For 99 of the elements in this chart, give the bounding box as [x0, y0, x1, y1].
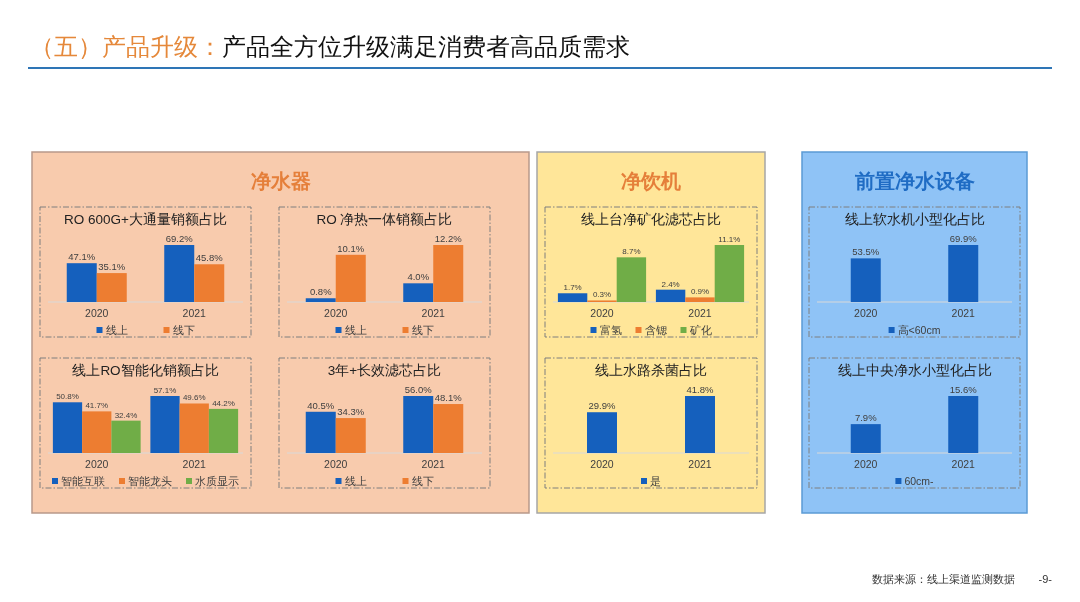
data-label: 11.1%: [718, 235, 741, 244]
text: （五）产品升级：: [30, 33, 222, 60]
data-label: 4.0%: [407, 271, 430, 283]
legend-label: 是: [650, 475, 661, 487]
bar: [655, 289, 686, 302]
legend-label: 水质显示: [195, 475, 239, 487]
x-tick-label: 2020: [854, 458, 878, 470]
bar: [66, 263, 97, 302]
data-label: 12.2%: [434, 233, 463, 244]
data-label: 50.8%: [56, 392, 79, 402]
text: 产品全方位升级满足消费者高品质需求: [222, 33, 630, 60]
text: 净饮机: [621, 170, 681, 192]
data-label: 1.7%: [563, 283, 582, 293]
text: 前置净水设备: [853, 170, 975, 192]
x-tick-label: 2021: [951, 458, 976, 470]
data-label: 53.5%: [852, 246, 880, 258]
bar: [616, 257, 647, 302]
chart-title: 线上台净矿化滤芯占比: [581, 212, 721, 227]
x-tick-label: 2021: [688, 458, 712, 470]
legend-label: 线上: [344, 475, 367, 487]
bar: [82, 411, 112, 453]
legend-label: 富氢: [599, 324, 622, 336]
bar: [194, 264, 225, 302]
chart-title: 3年+长效滤芯占比: [327, 363, 442, 378]
legend-label: 高<60cm: [897, 324, 941, 336]
data-label: 15.6%: [949, 384, 978, 395]
data-label: 41.7%: [85, 401, 109, 411]
data-label: 69.9%: [949, 233, 978, 244]
x-tick-label: 2021: [951, 307, 976, 319]
chart-title: 线上软水机小型化占比: [844, 212, 985, 227]
bar: [433, 245, 464, 302]
bar: [52, 402, 83, 453]
bar: [433, 404, 464, 453]
bar: [403, 396, 434, 453]
legend-label: 线下: [172, 324, 195, 336]
legend-label: 含锶: [644, 324, 667, 336]
data-label: 10.1%: [337, 242, 365, 254]
legend-label: 智能互联: [61, 475, 105, 487]
data-label: 47.1%: [68, 251, 96, 263]
chart-title: RO 净热一体销额占比: [316, 212, 453, 227]
data-label: 41.8%: [686, 384, 715, 395]
legend-label: 线下: [411, 324, 434, 336]
text: 净水器: [250, 170, 311, 192]
bar: [714, 245, 745, 302]
bar: [305, 411, 336, 453]
bar: [96, 273, 127, 302]
bar: [164, 245, 195, 302]
x-tick-label: 2020: [85, 458, 109, 470]
x-tick-label: 2020: [590, 307, 614, 319]
x-tick-label: 2020: [324, 307, 348, 319]
chart-title: 线上中央净水小型化占比: [837, 363, 992, 378]
x-tick-label: 2021: [182, 458, 207, 470]
legend-label: 线上: [105, 324, 128, 336]
data-label: 2.4%: [661, 279, 680, 289]
data-label: 45.8%: [195, 252, 224, 264]
chart-title: 线上水路杀菌占比: [595, 363, 707, 378]
bar: [179, 403, 209, 453]
chart-title: 线上RO智能化销额占比: [72, 363, 219, 378]
data-label: 32.4%: [114, 410, 138, 420]
bar: [150, 396, 180, 453]
text: -9-: [1038, 573, 1053, 585]
x-tick-label: 2021: [182, 307, 207, 319]
bar: [335, 418, 366, 453]
data-label: 49.6%: [182, 393, 206, 403]
x-tick-label: 2020: [324, 458, 348, 470]
legend-label: 线上: [344, 324, 367, 336]
data-label: 57.1%: [153, 386, 177, 395]
x-tick-label: 2020: [590, 458, 614, 470]
data-label: 29.9%: [588, 400, 617, 412]
bar: [335, 254, 366, 302]
data-label: 56.0%: [404, 384, 433, 395]
data-label: 44.2%: [212, 398, 235, 408]
chart-title: RO 600G+大通量销额占比: [64, 212, 227, 227]
source-note: 数据来源：线上渠道监测数据: [871, 573, 1015, 585]
data-label: 40.5%: [307, 399, 335, 411]
bar: [208, 408, 239, 453]
bar: [403, 283, 434, 302]
bar: [685, 297, 715, 302]
legend-label: 矿化: [688, 324, 712, 336]
data-label: 69.2%: [165, 233, 194, 244]
data-label: 0.9%: [690, 287, 710, 297]
data-label: 34.3%: [337, 406, 365, 418]
bar: [557, 293, 588, 302]
data-label: 8.7%: [622, 247, 641, 257]
x-tick-label: 2020: [85, 307, 109, 319]
x-tick-label: 2021: [421, 458, 446, 470]
data-label: 0.8%: [309, 286, 333, 298]
x-tick-label: 2021: [688, 307, 712, 319]
data-label: 35.1%: [98, 261, 126, 273]
x-tick-label: 2020: [854, 307, 878, 319]
data-label: 7.9%: [854, 412, 878, 424]
legend-label: 线下: [411, 475, 434, 487]
legend-label: 智能龙头: [128, 475, 172, 487]
bar: [305, 298, 336, 302]
legend-label: 60cm-: [904, 475, 935, 487]
x-tick-label: 2021: [421, 307, 446, 319]
data-label: 48.1%: [434, 392, 463, 404]
bar: [111, 420, 141, 453]
data-label: 0.3%: [592, 290, 612, 300]
